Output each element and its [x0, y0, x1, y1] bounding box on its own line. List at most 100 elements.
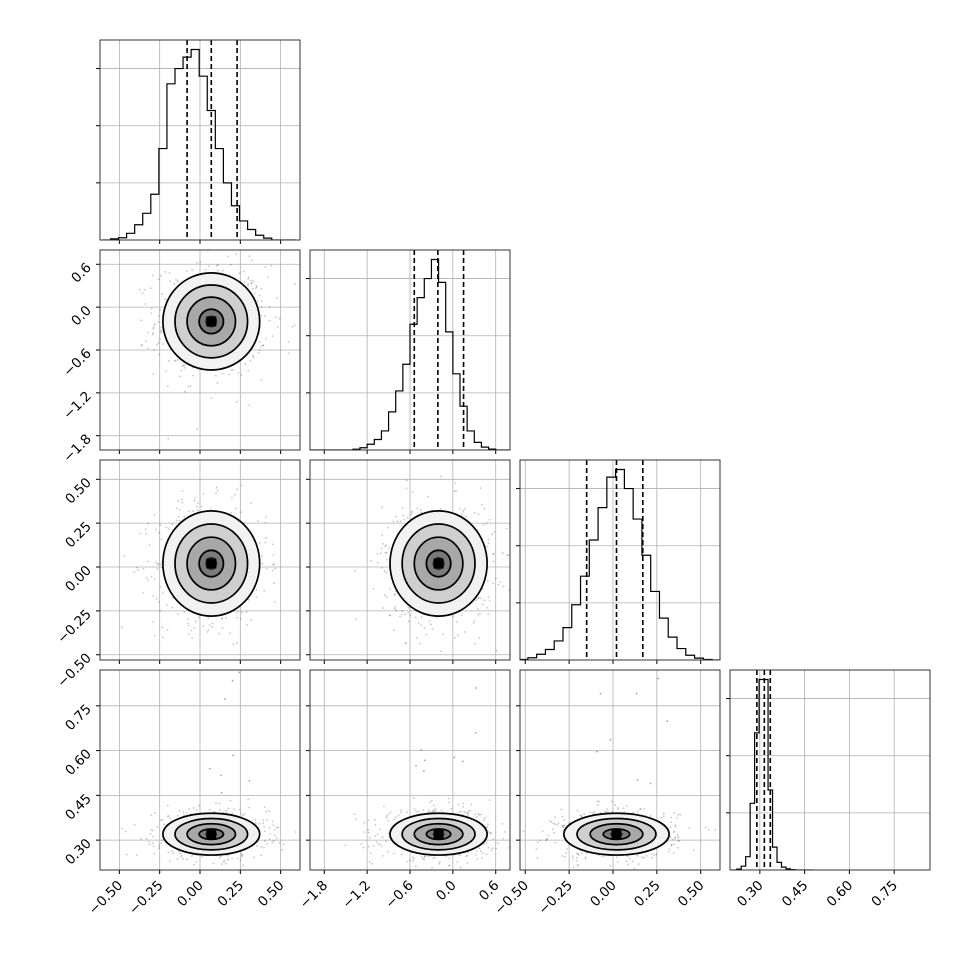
sample-point	[475, 687, 478, 689]
sample-point	[142, 591, 144, 594]
sample-point	[670, 843, 673, 846]
sample-point	[145, 837, 148, 840]
sample-point	[467, 812, 470, 815]
sample-point	[493, 531, 496, 533]
sample-point	[554, 816, 556, 819]
sample-point	[218, 802, 221, 805]
sample-point	[423, 855, 426, 858]
sample-point	[382, 607, 385, 609]
sample-point	[266, 818, 268, 821]
sample-point	[667, 850, 670, 853]
sample-point	[262, 344, 265, 347]
sample-point	[268, 305, 271, 308]
sample-point	[224, 862, 227, 865]
sample-point	[272, 582, 275, 584]
sample-point	[464, 507, 467, 510]
sample-point	[240, 374, 243, 376]
sample-point	[282, 843, 285, 846]
sample-point	[265, 567, 268, 570]
sample-point	[215, 264, 218, 267]
sample-point	[635, 692, 638, 695]
contour-0	[563, 812, 670, 856]
sample-point	[137, 569, 140, 571]
sample-point	[209, 507, 212, 510]
sample-point	[460, 614, 463, 617]
sample-point	[506, 553, 509, 556]
sample-point	[250, 619, 253, 622]
sample-point	[139, 532, 142, 535]
sample-point	[477, 812, 480, 815]
sample-point	[157, 278, 160, 281]
sample-point	[354, 818, 357, 821]
sample-point	[371, 862, 373, 865]
sample-point	[248, 806, 251, 809]
sample-point	[603, 810, 606, 813]
sample-point	[499, 581, 502, 583]
sample-point	[550, 821, 553, 824]
sample-point	[265, 337, 267, 340]
sample-point	[670, 821, 672, 824]
sample-point	[252, 354, 254, 357]
sample-point	[483, 599, 486, 602]
sample-point	[433, 804, 435, 807]
sample-point	[511, 830, 513, 832]
sample-point	[641, 856, 644, 859]
sample-point	[677, 846, 679, 849]
sample-point	[457, 803, 460, 806]
sample-point	[145, 532, 148, 535]
sample-point	[577, 854, 580, 856]
sample-point	[186, 858, 188, 861]
sample-point	[272, 563, 275, 565]
sample-point	[495, 649, 498, 652]
sample-point	[187, 624, 190, 627]
x-tick-label-3-1: 0.45	[779, 878, 812, 911]
y-tick-label-3-2: 0.60	[62, 746, 95, 779]
sample-point	[232, 808, 235, 811]
sample-point	[395, 609, 398, 612]
sample-point	[388, 547, 390, 550]
density-peak	[433, 829, 444, 840]
sample-point	[385, 551, 388, 554]
sample-point	[415, 764, 417, 767]
sample-point	[461, 510, 464, 513]
sample-point	[162, 592, 164, 594]
sample-point	[506, 851, 508, 853]
sample-point	[153, 634, 156, 637]
sample-point	[186, 270, 188, 272]
sample-point	[181, 365, 184, 368]
sample-point	[440, 475, 442, 478]
sample-point	[450, 807, 452, 810]
panel-frame-3-1	[309, 669, 511, 871]
sample-point	[236, 611, 239, 613]
sample-point	[263, 830, 266, 833]
sample-point	[561, 855, 564, 857]
sample-point	[281, 849, 283, 851]
sample-point	[407, 620, 410, 623]
y-tick-label-1-3: 0.0	[68, 303, 95, 330]
sample-point	[487, 846, 490, 849]
panel-frame-2-0	[99, 459, 301, 661]
sample-point	[568, 821, 571, 824]
sample-point	[159, 309, 161, 311]
sample-point	[227, 255, 230, 258]
sample-point	[383, 570, 386, 572]
sample-point	[563, 856, 566, 858]
sample-point	[141, 343, 144, 346]
sample-point	[707, 828, 710, 831]
sample-point	[477, 613, 480, 616]
sample-point	[177, 499, 180, 502]
sample-point	[140, 344, 143, 347]
contour-1	[174, 284, 249, 359]
sample-point	[458, 854, 461, 857]
sample-point	[253, 292, 256, 295]
sample-point	[216, 489, 219, 492]
sample-point	[207, 617, 210, 619]
sample-point	[165, 604, 168, 606]
sample-point	[194, 620, 197, 623]
sample-point	[385, 815, 388, 817]
sample-point	[606, 808, 609, 811]
sample-point	[662, 812, 665, 815]
sample-point	[249, 279, 252, 282]
sample-point	[440, 809, 443, 812]
sample-point	[410, 511, 413, 514]
